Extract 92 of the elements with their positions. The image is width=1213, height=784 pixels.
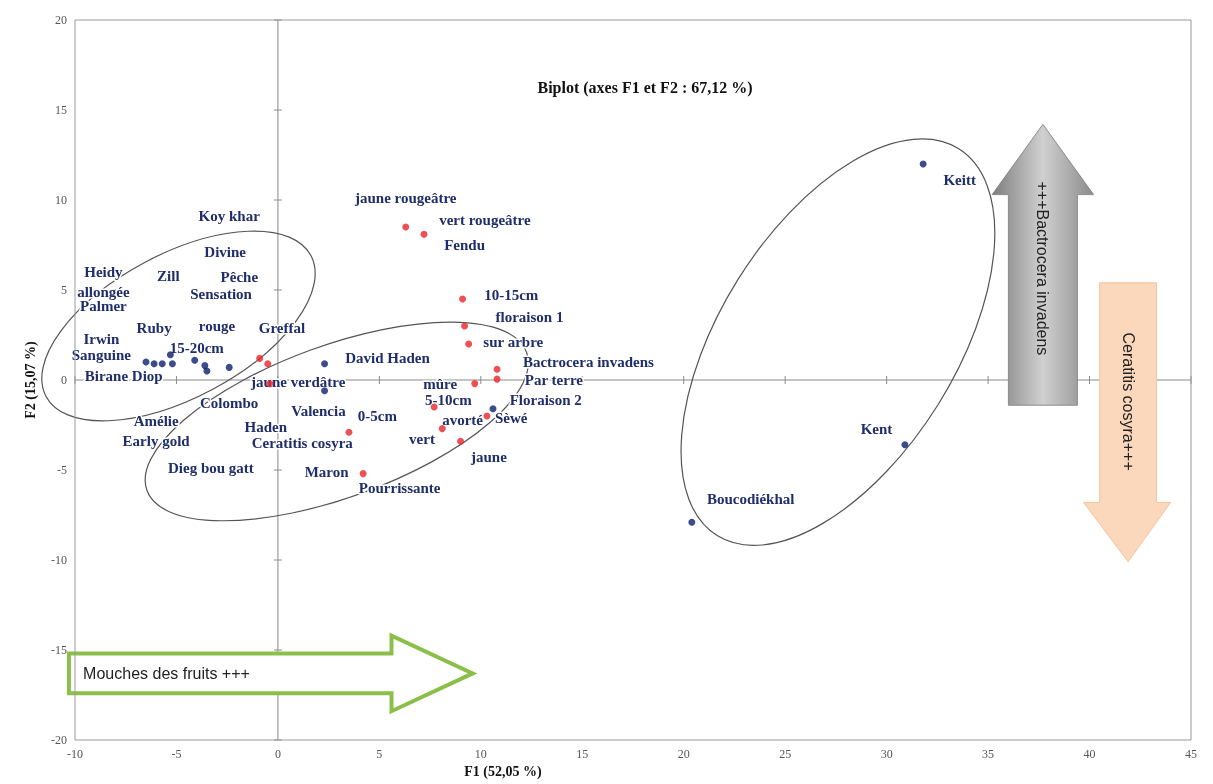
annotation: Bactrocera invadens <box>522 354 654 370</box>
point <box>489 405 497 413</box>
y-tick-label: 20 <box>55 13 67 27</box>
annotation: jaune rougeâtre <box>353 190 457 207</box>
annotation: rouge <box>198 318 236 334</box>
annotation: Sanguine <box>71 346 132 363</box>
x-tick-label: 10 <box>474 747 487 761</box>
annotation: Kent <box>860 420 893 437</box>
point <box>191 356 199 364</box>
annotation: Ruby <box>136 319 173 336</box>
annotation: Fendu <box>444 237 486 253</box>
y-tick-label: 15 <box>55 103 67 117</box>
annotation: jaune <box>470 449 508 466</box>
annotation: 10-15cm <box>484 287 539 304</box>
point <box>345 428 353 436</box>
annotation: Boucodiékhal <box>706 490 795 507</box>
y-tick-label: 10 <box>55 193 67 207</box>
point <box>688 518 696 526</box>
y-tick-label: -20 <box>51 733 67 747</box>
annotation: Zill <box>157 267 180 284</box>
point <box>256 354 264 362</box>
y-tick-label: 0 <box>61 373 67 387</box>
annotation: Floraison 2 <box>509 391 582 408</box>
annotation: Sèwé <box>495 409 528 426</box>
annotation: Ceratitis cosyra <box>251 435 354 451</box>
point <box>438 425 446 433</box>
annotation: floraison 1 <box>495 309 564 325</box>
point <box>457 437 465 445</box>
point <box>901 441 909 449</box>
x-tick-label: 45 <box>1185 747 1197 761</box>
y-axis-title: F2 (15,07 %) <box>22 340 39 419</box>
x-tick-label: 40 <box>1083 747 1096 761</box>
annotation: 15-20cm <box>169 339 225 356</box>
x-axis-title: F1 (52,05 %) <box>464 764 543 781</box>
point <box>225 363 233 371</box>
y-tick-label: -10 <box>51 553 67 567</box>
annotation: Sensation <box>190 285 253 302</box>
x-tick-label: 5 <box>376 747 383 761</box>
x-tick-label: 35 <box>982 747 995 761</box>
y-tick-label: 5 <box>61 283 67 297</box>
point <box>264 360 272 368</box>
point <box>150 360 158 368</box>
x-tick-label: 15 <box>576 747 589 761</box>
annotation: vert <box>409 431 435 448</box>
annotation: Haden <box>244 418 288 435</box>
point <box>359 470 367 478</box>
annotation: Dieg bou gatt <box>168 460 254 477</box>
annotation: Birane Diop <box>84 368 163 385</box>
annotation: Koy khar <box>198 208 261 225</box>
y-tick-label: -5 <box>57 463 67 477</box>
annotation: Early gold <box>122 433 191 450</box>
annotation: Keitt <box>943 172 976 189</box>
point <box>166 351 174 359</box>
annotation: Heidy <box>84 264 124 280</box>
annotation: jaune verdâtre <box>250 373 346 390</box>
right-arrow-outline: Mouches des fruits +++ <box>66 632 478 715</box>
annotation: Pêche <box>220 269 259 286</box>
annotation: vert rougeâtre <box>439 211 531 228</box>
annotation: Irwin <box>83 330 120 347</box>
point <box>471 380 479 388</box>
annotation: 0-5cm <box>357 408 398 424</box>
point <box>402 223 410 231</box>
annotation: Mouches des fruits +++ <box>83 664 250 682</box>
point <box>465 340 473 348</box>
up-arrow: +++Bactrocera invadens <box>991 123 1095 406</box>
annotation: Divine <box>204 244 247 261</box>
point <box>158 360 166 368</box>
annotation: Maron <box>304 463 350 480</box>
annotation: +++Bactrocera invadens <box>1034 181 1052 356</box>
annotation: 5-10cm <box>425 391 473 408</box>
annotation: Par terre <box>524 372 584 388</box>
point <box>493 365 501 373</box>
x-tick-label: 20 <box>677 747 690 761</box>
down-arrow: Ceratitis cosyra+++ <box>1083 282 1172 563</box>
point <box>459 295 467 303</box>
point <box>461 322 469 330</box>
x-tick-label: 0 <box>274 747 281 761</box>
y-tick-label: -15 <box>51 643 67 657</box>
annotation: Amélie <box>133 413 179 430</box>
annotation: mûre <box>423 375 458 392</box>
point <box>168 360 176 368</box>
point <box>201 362 209 370</box>
x-tick-label: -5 <box>171 747 182 761</box>
annotation: avorté <box>442 411 484 428</box>
annotation: Valencia <box>291 402 347 419</box>
x-tick-label: 30 <box>880 747 893 761</box>
annotation: David Haden <box>345 349 431 366</box>
annotation: Ceratitis cosyra+++ <box>1119 332 1137 471</box>
point <box>321 360 329 368</box>
x-tick-label: 25 <box>779 747 792 761</box>
text: Biplot (axes F1 et F2 : 67,12 %) <box>537 78 753 97</box>
point <box>321 387 329 395</box>
